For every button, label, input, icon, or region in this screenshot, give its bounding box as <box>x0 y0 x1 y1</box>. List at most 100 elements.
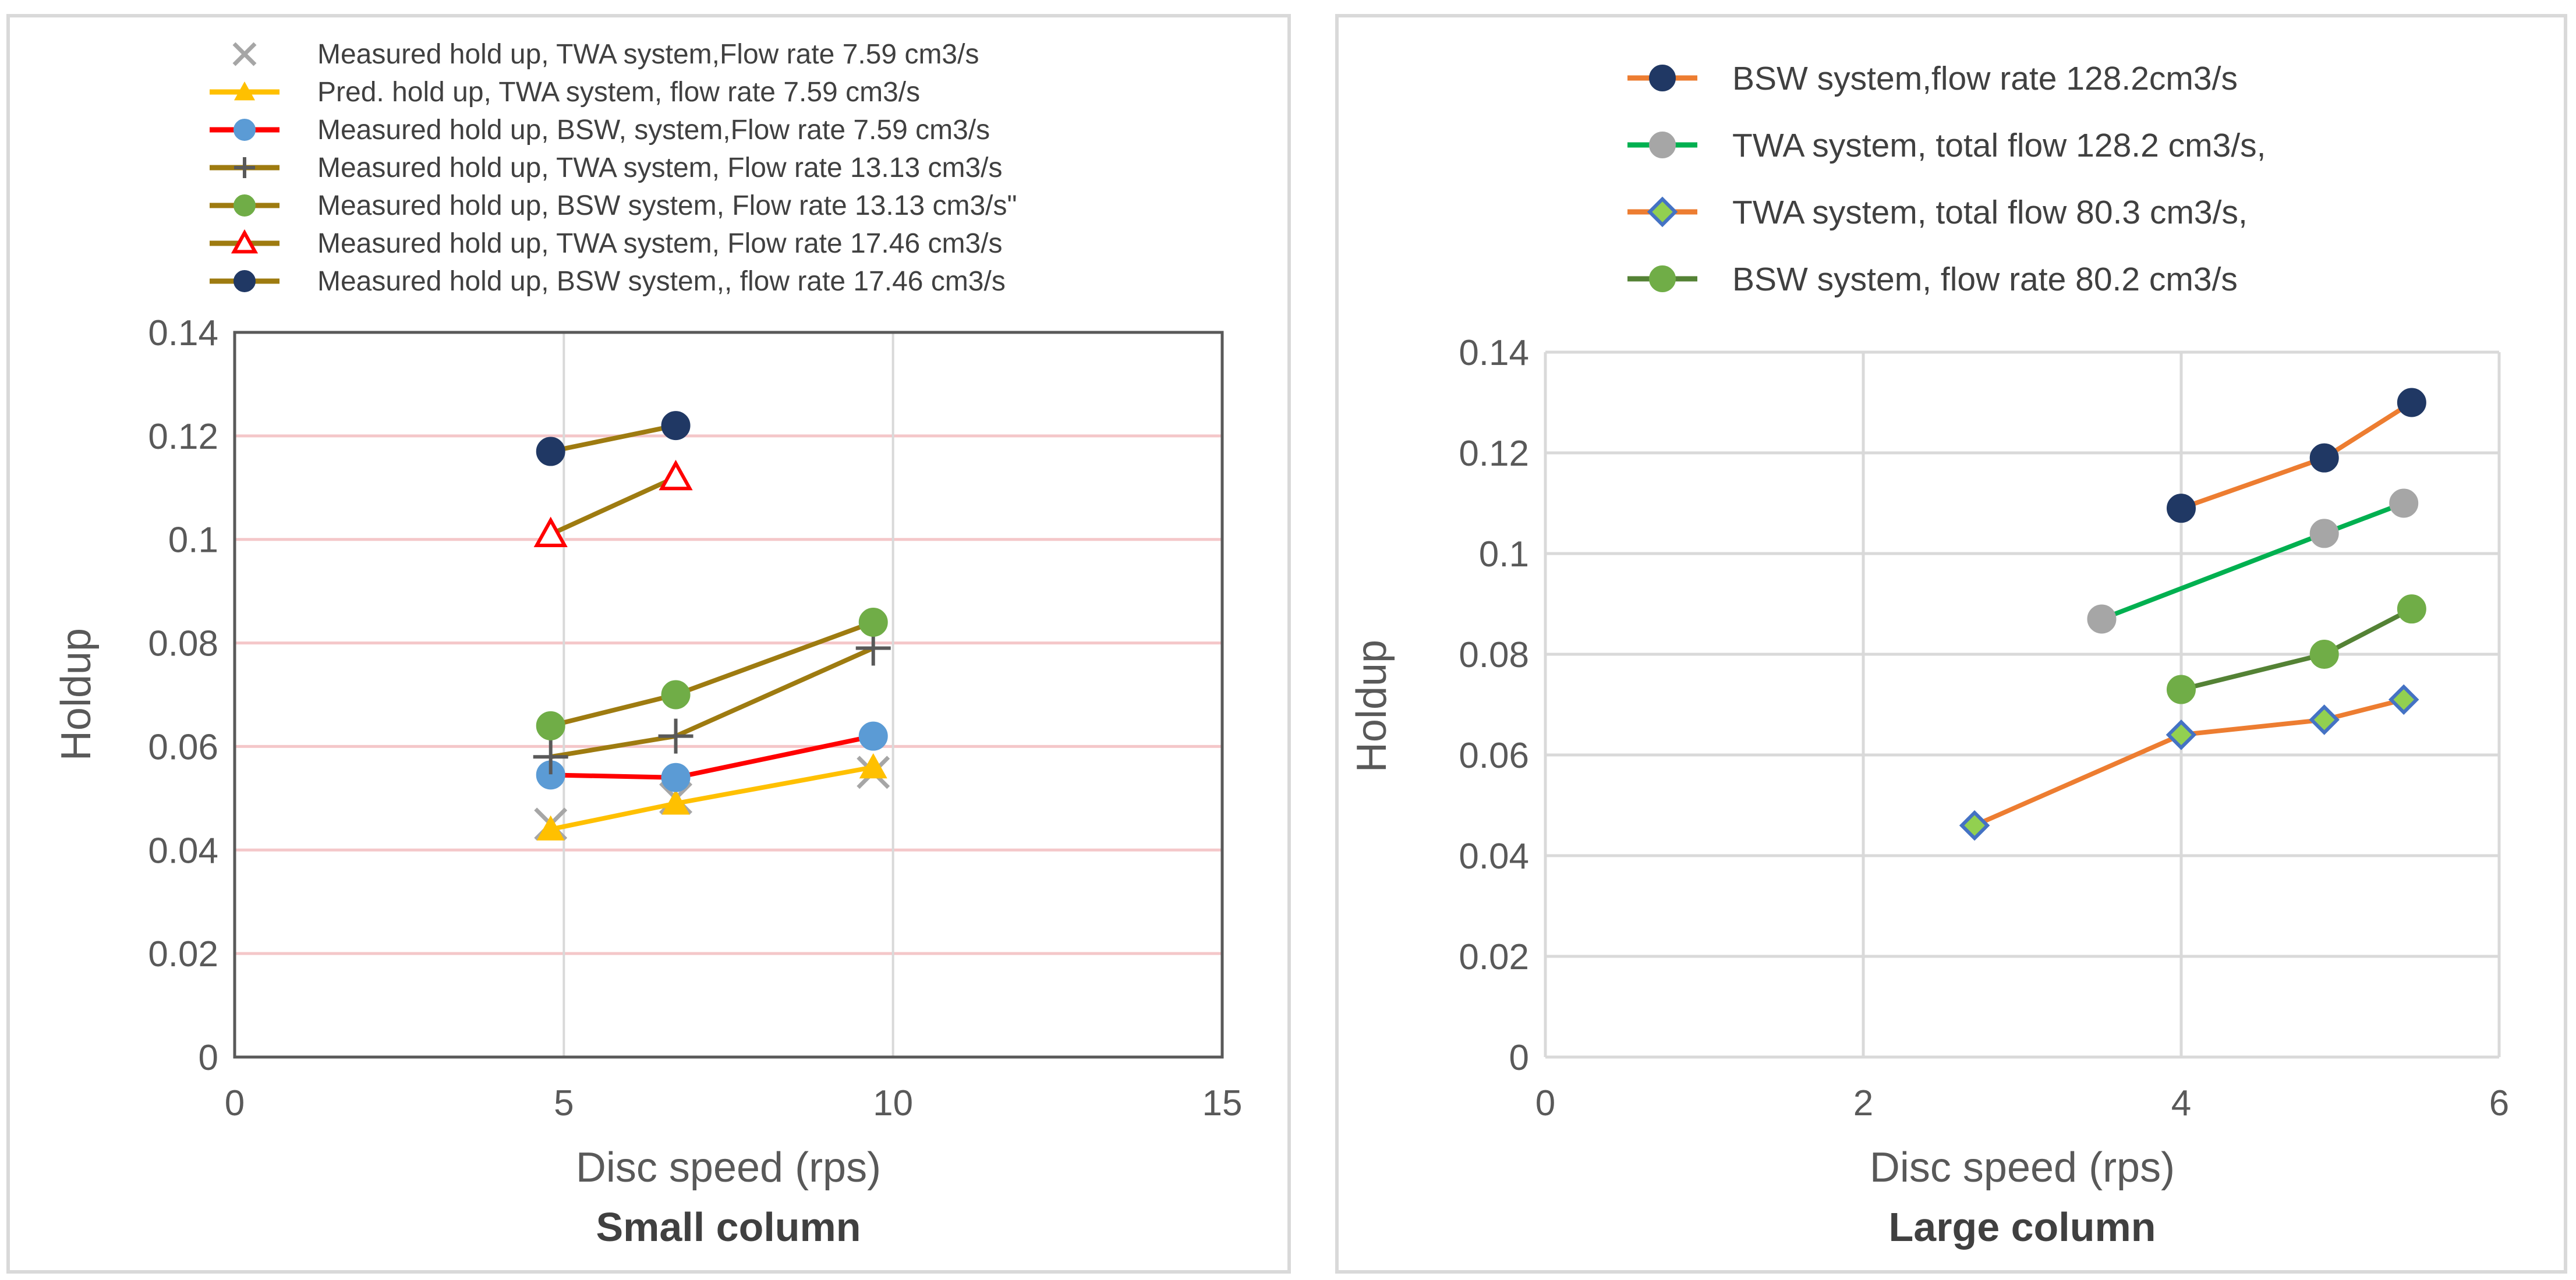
series-2 <box>536 721 888 792</box>
left-y-axis-label: Holdup <box>53 628 100 761</box>
legend-label: Pred. hold up, TWA system, flow rate 7.5… <box>317 77 920 108</box>
y-tick-label: 0.02 <box>1459 937 1529 977</box>
data-point <box>659 459 693 491</box>
left-x-tick-labels: 0 5 10 15 <box>225 1083 1243 1123</box>
legend-marker <box>1649 132 1676 158</box>
right-x-tick-labels: 0 2 4 6 <box>1535 1083 2509 1123</box>
left-chart-legend: Measured hold up, TWA system,Flow rate 7… <box>210 39 1017 297</box>
data-point <box>536 437 565 466</box>
x-tick-label: 10 <box>873 1083 913 1123</box>
left-x-axis-label: Disc speed (rps) <box>576 1144 881 1191</box>
legend-label: TWA system, total flow 128.2 cm3/s, <box>1732 127 2266 164</box>
series-3 <box>533 630 891 775</box>
legend-entry: TWA system, total flow 128.2 cm3/s, <box>1627 127 2266 164</box>
data-point <box>661 411 691 441</box>
legend-marker <box>1649 265 1676 292</box>
y-tick-label: 0.12 <box>1459 434 1529 474</box>
right-chart-series <box>1959 388 2426 841</box>
data-point <box>2167 675 2196 704</box>
y-tick-label: 0.14 <box>1459 333 1529 373</box>
legend-label: Measured hold up, BSW, system,Flow rate … <box>317 115 990 146</box>
data-point <box>536 711 565 740</box>
legend-label: Measured hold up, BSW system,, flow rate… <box>317 266 1006 297</box>
left-caption: Small column <box>596 1204 861 1250</box>
legend-marker <box>231 229 259 254</box>
data-point <box>658 718 693 754</box>
y-tick-label: 0 <box>1509 1038 1529 1078</box>
data-point <box>2309 640 2339 669</box>
series-1 <box>536 753 887 841</box>
data-point <box>2087 604 2117 634</box>
x-tick-label: 2 <box>1853 1083 1873 1123</box>
data-point <box>536 815 565 841</box>
x-tick-label: 4 <box>2171 1083 2191 1123</box>
legend-label: Measured hold up, TWA system, Flow rate … <box>317 153 1003 183</box>
legend-entry: BSW system,flow rate 128.2cm3/s <box>1627 60 2238 97</box>
data-point <box>859 753 887 779</box>
data-point <box>2165 719 2197 750</box>
legend-entry: Measured hold up, BSW system,, flow rate… <box>210 266 1006 297</box>
y-tick-label: 0.04 <box>1459 836 1529 877</box>
legend-marker <box>233 194 256 217</box>
y-tick-label: 0.06 <box>1459 736 1529 776</box>
legend-marker <box>232 42 257 66</box>
legend-label: Measured hold up, BSW system, Flow rate … <box>317 190 1017 221</box>
series-0 <box>2167 388 2426 523</box>
legend-label: Measured hold up, TWA system, Flow rate … <box>317 228 1003 259</box>
y-tick-label: 0.02 <box>148 934 218 974</box>
y-tick-label: 0.04 <box>148 831 218 871</box>
series-line <box>550 423 677 454</box>
data-point <box>2309 443 2339 473</box>
data-point <box>858 608 888 637</box>
legend-entry: Measured hold up, TWA system,Flow rate 7… <box>232 39 979 70</box>
series-1 <box>2087 488 2419 634</box>
right-y-tick-labels: 0 0.02 0.04 0.06 0.08 0.1 0.12 0.14 <box>1459 333 1529 1078</box>
data-point <box>661 763 691 792</box>
legend-marker <box>234 81 255 101</box>
legend-label: BSW system,flow rate 128.2cm3/s <box>1732 60 2238 97</box>
right-chart-legend: BSW system,flow rate 128.2cm3/s TWA syste… <box>1627 60 2266 298</box>
data-point <box>858 721 888 751</box>
legend-entry: TWA system, total flow 80.3 cm3/s, <box>1627 194 2248 231</box>
right-caption: Large column <box>1889 1204 2156 1250</box>
data-point <box>2388 684 2419 715</box>
series-line <box>550 475 677 537</box>
y-tick-label: 0.1 <box>168 520 218 561</box>
data-point <box>2397 594 2426 624</box>
legend-entry: Measured hold up, TWA system, Flow rate … <box>210 228 1003 259</box>
right-x-axis-label: Disc speed (rps) <box>1870 1144 2175 1191</box>
y-tick-label: 0 <box>199 1038 218 1078</box>
legend-entry: BSW system, flow rate 80.2 cm3/s <box>1627 261 2238 298</box>
left-plot-area-border <box>233 331 1224 1059</box>
x-tick-label: 0 <box>225 1083 245 1123</box>
x-tick-label: 5 <box>554 1083 574 1123</box>
y-tick-label: 0.1 <box>1479 534 1529 575</box>
data-point <box>2397 388 2426 417</box>
left-chart-gridlines <box>235 332 1222 1057</box>
right-panel-frame <box>1335 14 2567 1274</box>
series-line <box>1973 697 2405 828</box>
left-y-tick-labels: 0 0.02 0.04 0.06 0.08 0.1 0.12 0.14 <box>148 313 218 1078</box>
data-point <box>1959 810 1990 841</box>
data-point <box>2389 488 2419 518</box>
y-tick-label: 0.08 <box>1459 635 1529 675</box>
data-point <box>533 516 568 548</box>
legend-marker <box>234 157 255 178</box>
legend-marker <box>233 119 256 141</box>
legend-entry: Pred. hold up, TWA system, flow rate 7.5… <box>210 77 920 108</box>
legend-marker <box>1649 65 1676 91</box>
legend-label: Measured hold up, TWA system,Flow rate 7… <box>317 39 979 70</box>
legend-marker <box>233 270 256 292</box>
left-chart-series <box>533 411 891 841</box>
legend-label: TWA system, total flow 80.3 cm3/s, <box>1732 194 2248 231</box>
data-point <box>2309 704 2340 735</box>
series-3 <box>2167 594 2426 704</box>
x-tick-label: 6 <box>2489 1083 2509 1123</box>
data-point <box>661 789 690 815</box>
series-6 <box>536 411 691 466</box>
series-2 <box>1959 684 2419 841</box>
series-5 <box>533 459 693 548</box>
legend-marker-stroke-b <box>232 42 257 66</box>
right-y-axis-label: Holdup <box>1349 640 1395 772</box>
